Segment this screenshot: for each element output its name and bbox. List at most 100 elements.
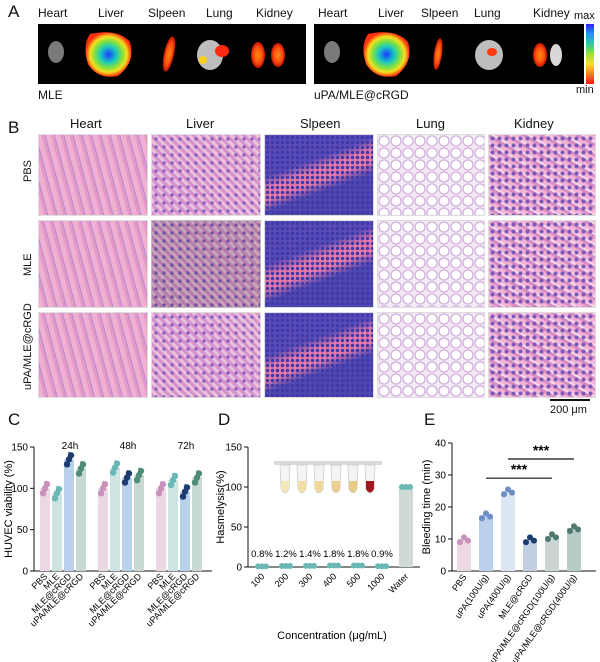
y-tick-label: 0 <box>22 567 28 578</box>
scale-bar-label: 200 μm <box>550 404 587 416</box>
bar <box>567 527 581 571</box>
data-point <box>335 562 341 569</box>
data-point <box>479 515 485 522</box>
significance-label: *** <box>533 442 550 458</box>
data-point <box>523 539 529 546</box>
panel-label-d: D <box>218 410 231 429</box>
y-tick-label: 50 <box>17 525 29 536</box>
histology-tile <box>488 134 596 216</box>
panel-label-b: B <box>8 118 20 137</box>
data-point <box>549 531 555 538</box>
bar <box>134 475 144 571</box>
y-tick-label: 150 <box>225 443 242 454</box>
y-axis-title: Hasmelysis(%) <box>215 470 227 543</box>
tube-liquid <box>298 481 306 493</box>
x-tick-label: PBS <box>450 572 469 592</box>
data-point <box>465 537 471 544</box>
scale-min-label: min <box>576 84 594 96</box>
scale-bar-line <box>550 399 590 401</box>
bar <box>501 491 515 571</box>
x-tick-label: 200 <box>273 571 291 589</box>
tube-rack <box>274 461 382 465</box>
data-point <box>383 563 389 570</box>
histology-col-spleen: Slpeen <box>300 116 341 131</box>
x-axis-title: Concentration (μg/mL) <box>277 630 387 642</box>
bar <box>457 539 471 571</box>
data-point <box>553 534 559 541</box>
data-label: 1.8% <box>347 549 369 560</box>
bar <box>122 477 132 571</box>
organ-label: Lung <box>474 6 501 20</box>
scale-max-label: max <box>574 10 595 22</box>
histology-tile <box>38 134 148 216</box>
histology-tile <box>488 312 596 398</box>
ivis-image-upa <box>314 24 584 84</box>
x-tick-label: 300 <box>297 571 315 589</box>
organ-label: Liver <box>98 6 125 20</box>
x-tick-label: 400 <box>321 571 339 589</box>
histology-tile <box>488 220 596 308</box>
histology-row-upa: uPA/MLE@cRGD <box>22 303 34 390</box>
bar <box>523 539 537 571</box>
bar <box>545 535 559 571</box>
data-point <box>531 537 537 544</box>
y-tick-label: 0 <box>236 563 242 574</box>
data-label: 1.8% <box>323 549 345 560</box>
ivis-label-mle: MLE <box>38 88 63 102</box>
histology-tile <box>377 220 485 308</box>
x-tick-label: 500 <box>345 571 363 589</box>
y-tick-label: 20 <box>435 503 447 514</box>
histology-tile <box>151 312 261 398</box>
bar <box>64 459 74 571</box>
data-point <box>501 491 507 498</box>
data-point <box>407 484 413 490</box>
organ-label: Heart <box>318 6 348 20</box>
panel-label-e: E <box>424 410 436 429</box>
data-label: 0.9% <box>371 549 393 560</box>
bar <box>180 491 190 571</box>
histology-tile <box>377 312 485 398</box>
data-point <box>527 534 533 541</box>
tube-liquid <box>366 481 374 493</box>
data-label: 0.8% <box>251 549 273 560</box>
ivis-organs-right <box>324 32 562 77</box>
organ-label: Slpeen <box>421 6 459 20</box>
data-point <box>457 539 463 546</box>
histology-row-mle: MLE <box>22 253 34 276</box>
y-tick-label: 100 <box>11 484 28 495</box>
y-axis-title: HUVEC viability (%) <box>3 460 15 558</box>
y-tick-label: 40 <box>435 439 447 450</box>
bar <box>399 487 413 567</box>
histology-tile <box>264 134 374 216</box>
organ-label: Slpeen <box>148 6 186 20</box>
x-tick-label: 1000 <box>365 571 386 592</box>
color-scale-bar <box>586 24 594 84</box>
data-point <box>483 510 489 517</box>
data-point <box>571 523 577 530</box>
histology-tile <box>38 220 148 308</box>
histology-tile <box>377 134 485 216</box>
data-point <box>487 513 493 520</box>
y-tick-label: 100 <box>225 483 242 494</box>
y-tick-label: 10 <box>435 535 447 546</box>
x-tick-label: 100 <box>249 571 267 589</box>
tube-liquid <box>332 481 340 493</box>
histology-tile <box>264 220 374 308</box>
group-label: 72h <box>178 441 195 452</box>
histology-col-kidney: Kidney <box>514 116 554 131</box>
x-tick-label: Water <box>387 571 411 595</box>
bar <box>98 488 108 571</box>
panel-label-c: C <box>8 410 21 429</box>
data-point <box>263 563 269 570</box>
y-tick-label: 50 <box>231 523 243 534</box>
y-tick-label: 150 <box>11 443 28 454</box>
group-label: 48h <box>120 441 137 452</box>
group-label: 24h <box>62 441 79 452</box>
y-tick-label: 0 <box>440 567 446 578</box>
histology-tile <box>151 134 261 216</box>
data-label: 1.2% <box>275 549 297 560</box>
data-point <box>287 563 293 570</box>
data-point <box>567 528 573 534</box>
